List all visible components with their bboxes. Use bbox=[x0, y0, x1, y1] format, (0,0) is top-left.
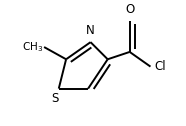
Text: CH$_3$: CH$_3$ bbox=[22, 40, 43, 54]
Text: S: S bbox=[51, 92, 59, 105]
Text: N: N bbox=[86, 24, 95, 37]
Text: Cl: Cl bbox=[154, 60, 166, 73]
Text: O: O bbox=[125, 4, 134, 17]
